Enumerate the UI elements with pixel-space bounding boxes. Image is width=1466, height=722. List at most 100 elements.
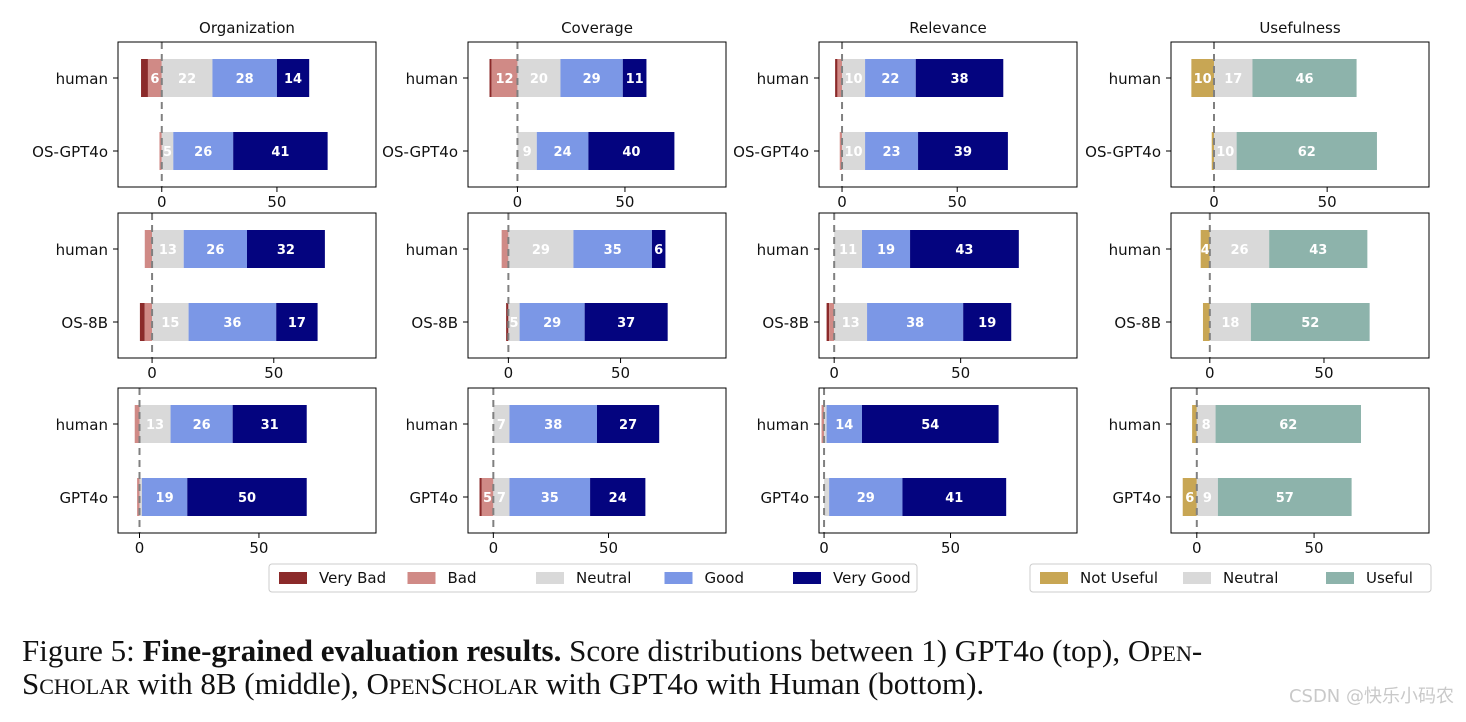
bar-segment-very-good <box>862 405 999 443</box>
x-tick-label: 50 <box>267 193 286 211</box>
bar-segment-good <box>573 230 652 268</box>
bar-segment-very-good <box>233 132 328 170</box>
data-label: 13 <box>146 418 164 433</box>
score-legend-label: Very Bad <box>319 569 386 587</box>
data-label: 5 <box>163 145 172 160</box>
bar-segment-very-good <box>276 59 310 97</box>
bar-segment-bad <box>159 132 162 170</box>
bar-segment-useful <box>1250 303 1370 341</box>
panel-frame <box>467 387 727 534</box>
y-tick-label: OS-GPT4o <box>733 143 809 161</box>
panel-frame <box>117 212 377 359</box>
column-title-organization: Organization <box>199 19 295 37</box>
data-label: 8 <box>1202 418 1211 433</box>
column-title-relevance: Relevance <box>909 19 986 37</box>
x-tick-label: 50 <box>948 193 967 211</box>
data-label: 62 <box>1279 418 1297 433</box>
y-tick-label: OS-8B <box>1114 314 1161 332</box>
x-tick-label: 0 <box>1205 364 1215 382</box>
bar-segment-good <box>862 230 911 268</box>
data-label: 37 <box>617 316 635 331</box>
data-label: 11 <box>839 243 857 258</box>
bar-segment-neutral <box>834 230 862 268</box>
y-tick-label: human <box>757 70 809 88</box>
bar-segment-good <box>141 478 188 516</box>
y-tick-label: human <box>757 241 809 259</box>
panel-frame <box>117 41 377 188</box>
data-label: 54 <box>921 418 939 433</box>
score-legend-label: Very Good <box>833 569 911 587</box>
bar-segment-very-good <box>232 405 307 443</box>
score-legend-box <box>268 563 918 593</box>
watermark: CSDN @快乐小码农 <box>1288 686 1454 707</box>
score-legend-swatch-neutral <box>536 572 564 584</box>
y-tick-label: OS-8B <box>762 314 809 332</box>
data-label: 41 <box>271 145 289 160</box>
y-tick-label: GPT4o <box>409 489 458 507</box>
bar-segment-neutral <box>517 132 537 170</box>
bar-segment-good <box>183 230 247 268</box>
caption-smallcaps-1: Open- <box>1127 633 1203 668</box>
bar-segment-neutral <box>508 230 574 268</box>
bar-segment-good <box>173 132 234 170</box>
caption-part-1: Score distributions between 1) GPT4o (to… <box>561 633 1128 668</box>
bar-segment-not-useful <box>1200 230 1210 268</box>
caption-smallcaps-3: OpenScholar <box>366 666 539 701</box>
bar-segment-very-good <box>651 230 666 268</box>
data-label: 7 <box>497 418 506 433</box>
data-label: 38 <box>544 418 562 433</box>
bar-segment-good <box>867 303 964 341</box>
bar-segment-neutral <box>493 478 510 516</box>
score-legend-label: Good <box>705 569 745 587</box>
caption-smallcaps-2: Scholar <box>22 666 130 701</box>
caption-part-2: with 8B (middle), <box>129 666 367 701</box>
y-tick-label: GPT4o <box>1112 489 1161 507</box>
bar-segment-good <box>519 303 585 341</box>
bar-segment-neutral <box>842 59 866 97</box>
bar-segment-neutral <box>517 59 561 97</box>
data-label: 7 <box>497 491 506 506</box>
data-label: 14 <box>284 72 302 87</box>
y-tick-label: human <box>406 241 458 259</box>
bar-segment-neutral <box>1209 303 1251 341</box>
data-label: 10 <box>1194 72 1212 87</box>
y-tick-label: human <box>1109 241 1161 259</box>
bar-segment-very-bad <box>826 303 830 341</box>
bar-segment-very-good <box>915 59 1004 97</box>
score-legend-swatch-good <box>664 572 693 584</box>
bar-segment-neutral <box>824 478 830 516</box>
data-label: 29 <box>543 316 561 331</box>
x-tick-label: 0 <box>135 539 145 557</box>
x-tick-label: 0 <box>829 364 839 382</box>
bar-segment-good <box>865 132 919 170</box>
bar-segment-bad <box>837 59 843 97</box>
bar-segment-very-bad <box>139 303 145 341</box>
data-label: 17 <box>288 316 306 331</box>
data-label: 24 <box>554 145 572 160</box>
data-label: 19 <box>156 491 174 506</box>
data-label: 38 <box>906 316 924 331</box>
bar-segment-neutral <box>152 230 184 268</box>
data-label: 38 <box>950 72 968 87</box>
x-tick-label: 50 <box>941 539 960 557</box>
bar-segment-neutral <box>139 478 142 516</box>
bar-segment-good <box>865 59 916 97</box>
x-tick-label: 0 <box>147 364 157 382</box>
usefulness-legend-label: Not Useful <box>1080 569 1158 587</box>
bar-segment-good <box>826 405 862 443</box>
bar-segment-bad <box>491 59 518 97</box>
y-tick-label: GPT4o <box>760 489 809 507</box>
data-label: 6 <box>1185 491 1194 506</box>
score-legend-label: Neutral <box>576 569 631 587</box>
x-tick-label: 0 <box>504 364 514 382</box>
bar-segment-very-bad <box>141 59 148 97</box>
bar-segment-very-bad <box>479 478 482 516</box>
usefulness-legend-label: Neutral <box>1223 569 1278 587</box>
data-label: 52 <box>1301 316 1319 331</box>
x-tick-label: 50 <box>611 364 630 382</box>
bar-segment-very-bad <box>506 303 509 341</box>
bar-segment-good <box>188 303 277 341</box>
y-tick-label: human <box>56 241 108 259</box>
data-label: 9 <box>523 145 532 160</box>
data-label: 29 <box>532 243 550 258</box>
